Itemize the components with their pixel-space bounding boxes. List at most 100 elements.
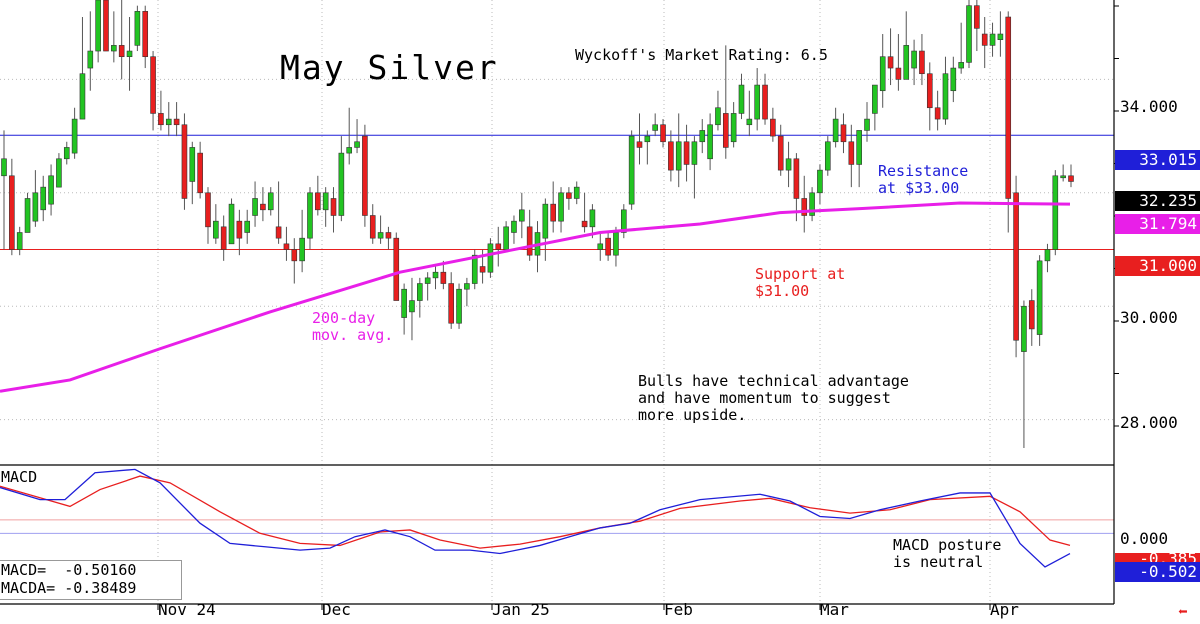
candle-body (652, 124, 658, 131)
candle-body (275, 226, 282, 239)
candle-body (605, 237, 611, 256)
candle-body (291, 249, 298, 262)
candle-body (981, 33, 988, 46)
macd-tag: -0.502 (1115, 562, 1200, 582)
ma200-line (0, 201, 1071, 393)
candle-body (213, 220, 219, 239)
candle-body (817, 169, 823, 194)
candle-body (220, 226, 227, 250)
candle-body (699, 130, 706, 143)
candle-body (346, 147, 353, 154)
candle-body (228, 203, 235, 245)
candle-body (103, 0, 109, 52)
macd-zero-label: 0.000 (1120, 529, 1169, 548)
candle-body (377, 232, 384, 239)
candle-body (338, 152, 345, 216)
candle-body (1005, 16, 1012, 199)
candle-body (1036, 260, 1043, 335)
candle-body (1028, 300, 1035, 330)
candle-body (879, 56, 886, 92)
price-label-30: 30.000 (1120, 308, 1178, 327)
x-label-feb: Feb (664, 600, 693, 619)
candle-body (934, 107, 941, 120)
candle-body (974, 5, 980, 29)
candle-body (589, 209, 596, 228)
candle-body (511, 220, 517, 233)
candle-body (613, 232, 619, 256)
candle-body (32, 192, 39, 222)
candle-body (887, 56, 894, 69)
candle-body (683, 141, 690, 165)
candle-body (526, 226, 533, 256)
candle-body (385, 232, 392, 239)
resistance-note: Resistance at $33.00 (878, 162, 969, 197)
candle-body (487, 243, 494, 273)
candle-body (550, 203, 556, 222)
candle-body (181, 124, 188, 199)
price-label-28: 28.000 (1120, 413, 1178, 432)
candle-body (597, 243, 604, 250)
candle-body (793, 158, 800, 199)
candle-body (668, 141, 674, 171)
candle-body (644, 135, 651, 143)
x-label-mar: Mar (820, 600, 849, 619)
candle-body (95, 0, 101, 52)
macda-line (0, 475, 1071, 549)
candle-body (417, 283, 423, 301)
macd-panel-title: MACD (1, 468, 38, 486)
candle-body (1044, 249, 1051, 262)
candle-body (71, 118, 78, 154)
candle-body (958, 62, 964, 69)
scroll-left-arrow-icon[interactable]: ⬅ (1178, 602, 1188, 621)
candle-body (746, 118, 753, 126)
candle-body (785, 158, 792, 171)
bulls-note: Bulls have technical advantage and have … (638, 372, 909, 424)
candle-body (48, 175, 54, 205)
candle-body (762, 84, 768, 120)
candle-body (566, 192, 572, 199)
candle-body (754, 84, 760, 120)
candle-body (503, 226, 509, 250)
macd-values-box: MACD= -0.50160 MACDA= -0.38489 (0, 560, 182, 600)
candle-body (911, 50, 917, 69)
candle-body (864, 118, 870, 131)
candle-body (369, 215, 376, 239)
candle-body (691, 141, 698, 165)
candle-body (660, 124, 666, 143)
candle-body (142, 11, 149, 58)
candle-body (87, 50, 94, 69)
candle-body (621, 209, 627, 233)
candle-body (636, 141, 643, 148)
candle-body (393, 237, 400, 301)
candle-body (56, 158, 62, 188)
candle-body (150, 56, 156, 114)
candle-body (197, 152, 203, 194)
candle-body (848, 141, 855, 165)
candle-body (722, 113, 729, 148)
market-rating: Wyckoff's Market Rating: 6.5 (575, 46, 828, 64)
candle-body (715, 107, 721, 126)
candle-body (165, 118, 172, 126)
candle-body (707, 124, 713, 160)
candle-body (1, 158, 7, 177)
candle-body (519, 209, 525, 222)
candle-body (801, 198, 808, 216)
candle-body (424, 277, 431, 284)
candle-body (989, 33, 996, 46)
last-price-tag: 32.235 (1115, 191, 1200, 211)
candle-body (919, 50, 925, 75)
candle-body (244, 220, 251, 233)
candle-body (40, 186, 47, 211)
macd-value: MACD= -0.50160 (1, 561, 137, 579)
candle-body (236, 220, 243, 239)
candle-body (1068, 175, 1074, 182)
candle-body (495, 243, 502, 250)
candle-body (283, 243, 290, 250)
candle-body (832, 118, 839, 143)
chart-title: May Silver (280, 48, 499, 87)
candle-body (205, 192, 211, 228)
candle-body (895, 67, 902, 80)
candle-body (456, 288, 462, 324)
candle-body (401, 288, 407, 318)
candle-body (770, 118, 776, 137)
